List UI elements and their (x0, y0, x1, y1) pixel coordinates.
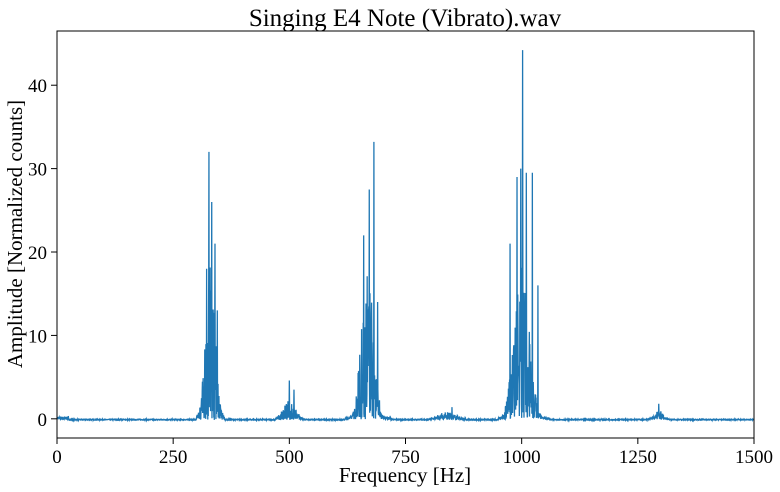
y-tick-label: 20 (28, 243, 47, 264)
x-tick-label: 250 (159, 447, 188, 468)
x-axis-label: Frequency [Hz] (339, 463, 471, 487)
y-tick-label: 30 (28, 160, 47, 181)
y-tick-label: 0 (38, 410, 48, 431)
plot-area (57, 50, 754, 423)
y-tick-label: 10 (28, 326, 47, 347)
y-axis-ticks: 0 10 20 30 40 (28, 76, 57, 431)
x-tick-label: 1000 (503, 447, 541, 468)
y-tick-label: 40 (28, 76, 47, 97)
x-tick-label: 500 (275, 447, 304, 468)
spectrum-line (57, 50, 754, 423)
x-tick-label: 1500 (735, 447, 773, 468)
plot-frame (56, 30, 755, 439)
x-axis-ticks: 0 250 500 750 1000 1250 1500 (52, 438, 773, 468)
chart-title: Singing E4 Note (Vibrato).wav (249, 5, 562, 32)
x-tick-label: 0 (52, 447, 62, 468)
x-tick-label: 1250 (619, 447, 657, 468)
y-axis-label: Amplitude [Normalized counts] (3, 100, 27, 368)
x-tick-label: 750 (391, 447, 420, 468)
